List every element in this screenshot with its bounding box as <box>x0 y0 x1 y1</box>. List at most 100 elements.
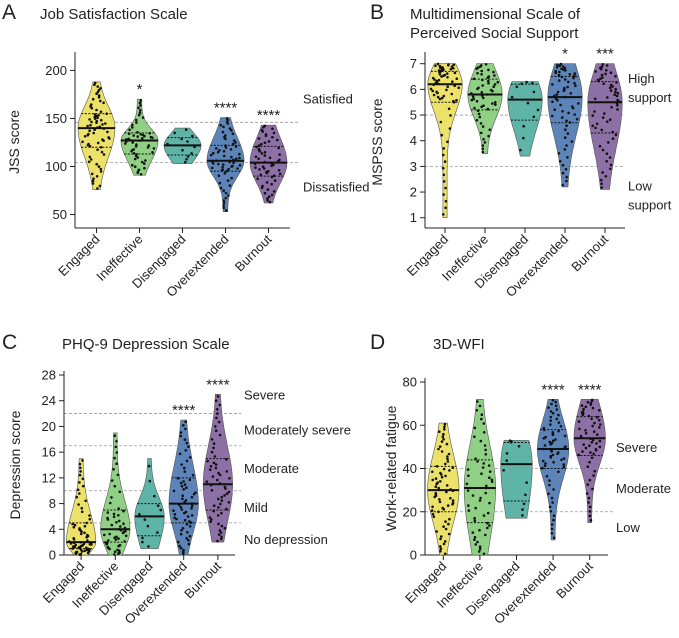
data-point <box>79 532 83 536</box>
data-point <box>137 168 141 172</box>
data-point <box>532 115 536 119</box>
data-point <box>477 86 480 90</box>
data-point <box>212 504 216 508</box>
data-point <box>548 440 552 444</box>
data-point <box>467 509 471 512</box>
data-point <box>179 505 183 509</box>
data-point <box>579 434 583 438</box>
data-point <box>561 163 565 167</box>
data-point <box>212 162 215 165</box>
data-point <box>600 186 603 189</box>
data-point <box>552 460 555 464</box>
data-point <box>444 206 447 210</box>
data-point <box>131 141 134 144</box>
data-point <box>550 496 554 500</box>
data-point <box>183 466 186 470</box>
data-point <box>216 412 219 415</box>
data-point <box>184 427 187 431</box>
data-point <box>557 152 561 155</box>
data-point <box>605 64 609 67</box>
data-point <box>99 118 103 122</box>
data-point <box>474 506 478 510</box>
data-point <box>263 151 267 154</box>
data-point <box>181 527 185 530</box>
data-point <box>566 132 570 135</box>
data-point <box>78 481 81 484</box>
data-point <box>564 445 567 448</box>
data-point <box>139 133 143 136</box>
data-point <box>220 535 223 539</box>
data-point <box>446 455 449 458</box>
data-point <box>108 501 112 505</box>
data-point <box>139 99 143 102</box>
data-point <box>616 92 620 95</box>
data-point <box>238 164 242 167</box>
data-point <box>179 532 183 536</box>
data-point <box>550 114 554 118</box>
data-point <box>449 114 452 117</box>
data-point <box>106 545 110 549</box>
zone-label: Severe <box>244 387 285 402</box>
data-point <box>455 77 459 80</box>
data-point <box>481 150 485 154</box>
data-point <box>565 119 568 123</box>
data-point <box>488 501 491 505</box>
data-point <box>564 167 568 171</box>
data-point <box>554 438 557 441</box>
data-point <box>448 517 451 521</box>
data-point <box>455 98 458 102</box>
data-point <box>179 431 183 434</box>
data-point <box>555 93 559 96</box>
data-point <box>593 97 597 101</box>
data-point <box>118 543 122 547</box>
data-point <box>257 147 261 151</box>
data-point <box>191 473 195 477</box>
data-point <box>589 402 593 405</box>
data-point <box>479 439 483 443</box>
data-point <box>431 512 435 516</box>
data-point <box>216 478 219 482</box>
data-point <box>525 481 528 484</box>
data-point <box>600 65 604 68</box>
y-tick-label: 40 <box>403 461 417 476</box>
data-point <box>590 398 594 402</box>
data-point <box>480 472 483 476</box>
data-point <box>135 121 138 124</box>
data-point <box>188 456 192 459</box>
data-point <box>132 148 135 151</box>
data-point <box>182 552 185 556</box>
data-point <box>502 469 506 472</box>
data-point <box>272 190 276 193</box>
data-point <box>577 420 581 423</box>
data-point <box>210 166 214 170</box>
data-point <box>78 473 82 477</box>
panel-c: C PHQ-9 Depression Scale Severe Moderately … <box>2 331 351 627</box>
data-point <box>213 455 217 458</box>
data-point <box>588 505 592 509</box>
data-point <box>567 80 570 84</box>
data-point <box>434 485 438 489</box>
data-point <box>555 408 559 411</box>
y-tick-label: 100 <box>45 159 67 174</box>
y-tick-label: 150 <box>45 111 67 126</box>
data-point <box>141 133 145 137</box>
data-point <box>136 135 139 138</box>
data-point <box>159 508 162 512</box>
y-axis-label: Depression score <box>7 410 23 519</box>
data-point <box>86 124 89 128</box>
data-point <box>446 85 450 89</box>
data-point <box>432 515 436 518</box>
data-point <box>589 451 592 454</box>
violin-engaged <box>66 458 97 556</box>
data-point <box>81 477 85 481</box>
data-point <box>438 445 442 448</box>
significance-marker: *** <box>596 46 614 63</box>
x-tick-label: Burnout <box>568 231 611 274</box>
data-point <box>551 100 554 104</box>
data-point <box>550 532 554 535</box>
data-point <box>211 475 215 478</box>
data-point <box>440 440 444 443</box>
data-point <box>107 539 110 542</box>
data-point <box>548 483 551 487</box>
significance-marker: * <box>562 46 568 63</box>
